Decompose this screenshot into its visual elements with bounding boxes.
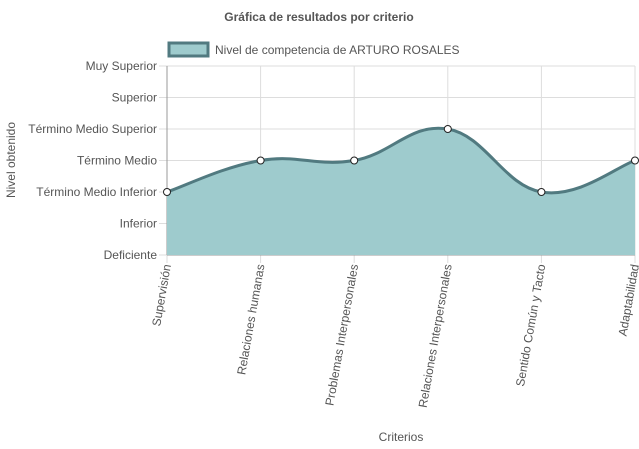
chart-title: Gráfica de resultados por criterio	[224, 10, 413, 24]
series-area	[166, 126, 636, 255]
data-point[interactable]	[631, 156, 639, 165]
y-tick-label: Superior	[112, 91, 157, 105]
y-axis-title: Nivel obtenido	[4, 122, 18, 198]
y-axis-ticks: Deficiente Inferior Término Medio Inferior…	[28, 59, 157, 262]
y-tick-label: Inferior	[120, 217, 157, 231]
data-point[interactable]	[537, 188, 546, 196]
y-tick-label: Término Medio Inferior	[36, 185, 157, 199]
data-point[interactable]	[163, 188, 171, 196]
legend-label: Nivel de competencia de ARTURO ROSALES	[215, 43, 460, 57]
data-point[interactable]	[443, 125, 452, 133]
y-tick-label: Deficiente	[104, 248, 158, 262]
data-point[interactable]	[350, 156, 359, 165]
x-tick-label: Problemas Interpersonales	[322, 263, 361, 407]
x-tick-label: Adaptabilidad	[616, 263, 639, 337]
legend[interactable]: Nivel de competencia de ARTURO ROSALES	[167, 41, 460, 58]
x-axis-title: Criterios	[379, 430, 424, 444]
x-tick-label: Relaciones humanas	[234, 263, 267, 376]
x-tick-label: Supervisión	[149, 263, 174, 327]
x-tick-label: Relaciones Interpersonales	[416, 263, 455, 409]
x-tick-label: Sentido Común y Tacto	[513, 263, 548, 388]
data-point[interactable]	[256, 156, 265, 165]
x-axis-ticks: Supervisión Relaciones humanas Problemas I…	[149, 263, 639, 409]
y-tick-label: Muy Superior	[86, 59, 157, 73]
legend-swatch	[167, 41, 210, 58]
y-tick-label: Término Medio	[77, 154, 157, 168]
y-tick-label: Término Medio Superior	[28, 122, 157, 136]
series-points	[163, 125, 639, 196]
